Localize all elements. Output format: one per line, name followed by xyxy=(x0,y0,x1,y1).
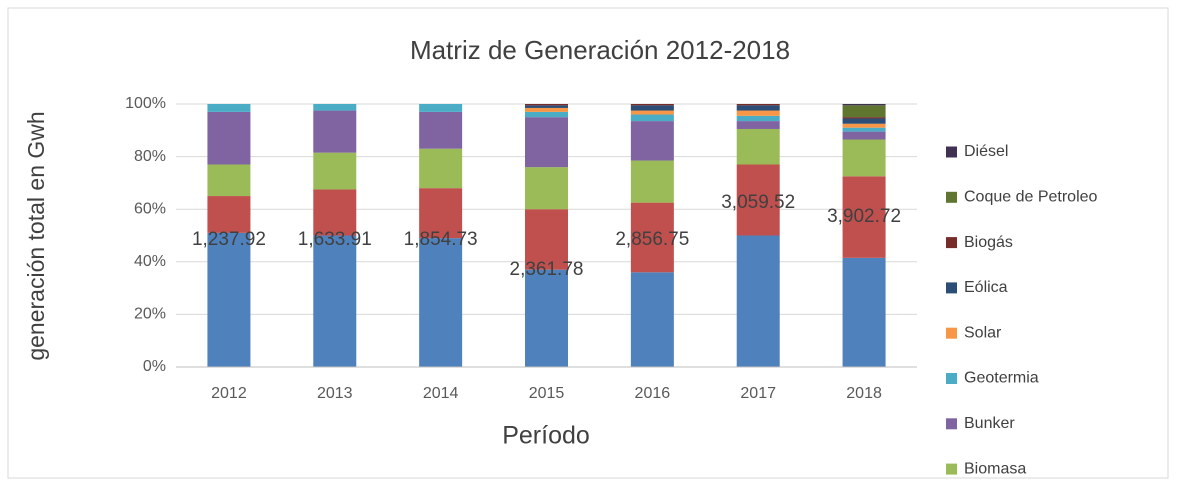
bar-segment xyxy=(630,105,674,111)
bar-segment xyxy=(313,235,357,367)
legend-label: Coque de Petroleo xyxy=(964,189,1098,206)
bar-segment xyxy=(419,104,463,112)
bar-segment xyxy=(207,164,251,197)
legend-swatch xyxy=(946,327,957,339)
chart-frame xyxy=(7,7,1169,479)
bar-segment xyxy=(525,117,568,168)
annotation: 3,902.72 xyxy=(827,206,901,227)
legend-label: Diésel xyxy=(964,143,1008,160)
legend-swatch xyxy=(946,191,957,203)
bar-segment xyxy=(525,105,568,108)
bar-segment xyxy=(630,202,674,273)
annotation: 2,856.75 xyxy=(615,229,689,250)
legend-label: Geotermia xyxy=(964,370,1039,387)
bar-segment xyxy=(525,167,568,210)
legend-swatch xyxy=(946,418,957,430)
bar-segment xyxy=(525,209,568,270)
bar-segment xyxy=(736,121,780,129)
bar-segment xyxy=(630,160,674,203)
chart-title: Matriz de Generación 2012-2018 xyxy=(410,35,790,65)
bar-segment xyxy=(736,105,780,111)
legend-label: Bunker xyxy=(964,415,1015,432)
bar-segment xyxy=(842,127,886,132)
bar-segment xyxy=(525,104,568,106)
bar-segment xyxy=(736,128,780,165)
y-tick-label: 80% xyxy=(134,148,166,165)
legend-label: Eólica xyxy=(964,279,1008,296)
annotation: 1,633.91 xyxy=(298,229,372,250)
bar-segment xyxy=(842,118,886,124)
bar-segment xyxy=(630,114,674,122)
bar-segment xyxy=(207,104,251,112)
annotation: 1,237.92 xyxy=(192,229,266,250)
y-axis-label: generación total en Gwh xyxy=(23,111,49,360)
bar-segment xyxy=(313,110,357,153)
legend-label: Biogás xyxy=(964,234,1013,251)
x-axis-label: Período xyxy=(502,422,590,450)
legend-swatch xyxy=(946,373,957,384)
x-tick-label: 2012 xyxy=(211,385,247,402)
annotation: 1,854.73 xyxy=(404,229,478,250)
legend-swatch xyxy=(946,146,957,158)
bar-segment xyxy=(525,269,568,367)
bar-segment xyxy=(736,104,780,106)
bar-segment xyxy=(313,189,357,236)
bar-segment xyxy=(207,232,251,367)
bar-segment xyxy=(842,131,886,140)
bar-segment xyxy=(630,272,674,367)
bar-segment xyxy=(313,104,357,111)
y-tick-label: 40% xyxy=(134,253,166,270)
y-tick-label: 0% xyxy=(143,358,166,375)
bar-segment xyxy=(842,117,886,119)
bar-segment xyxy=(842,139,886,177)
x-tick-label: 2014 xyxy=(423,385,459,402)
bar-segment xyxy=(736,115,780,122)
legend-swatch xyxy=(946,237,957,249)
x-tick-label: 2017 xyxy=(740,385,776,402)
bar-segment xyxy=(630,121,674,161)
bar-segment xyxy=(419,238,463,367)
legend-label: Solar xyxy=(964,324,1002,341)
x-tick-label: 2015 xyxy=(529,385,565,402)
bar-segment xyxy=(736,110,780,116)
bar-segment xyxy=(419,148,463,189)
bar-segment xyxy=(736,164,780,236)
y-tick-label: 100% xyxy=(125,95,166,112)
y-tick-label: 60% xyxy=(134,200,166,217)
x-tick-label: 2016 xyxy=(635,385,671,402)
bar-segment xyxy=(630,104,674,106)
x-tick-label: 2013 xyxy=(317,385,353,402)
bar-segment xyxy=(842,123,886,128)
x-tick-label: 2018 xyxy=(846,385,882,402)
bar-segment xyxy=(842,104,886,106)
bar-segment xyxy=(207,196,251,233)
annotation: 3,059.52 xyxy=(721,192,795,213)
legend-label: Biomasa xyxy=(964,460,1026,477)
bar-segment xyxy=(525,107,568,112)
y-tick-label: 20% xyxy=(134,306,166,323)
bar-segment xyxy=(842,105,886,118)
legend-swatch xyxy=(946,463,957,475)
bar-segment xyxy=(313,152,357,190)
bar-segment xyxy=(736,235,780,367)
bar-segment xyxy=(207,111,251,165)
annotation: 2,361.78 xyxy=(510,259,584,280)
bar-segment xyxy=(842,257,886,367)
bar-segment xyxy=(419,188,463,239)
bar-segment xyxy=(419,111,463,149)
bar-segment xyxy=(842,176,886,258)
legend-swatch xyxy=(946,282,957,294)
bar-segment xyxy=(630,110,674,115)
bar-segment xyxy=(525,111,568,118)
